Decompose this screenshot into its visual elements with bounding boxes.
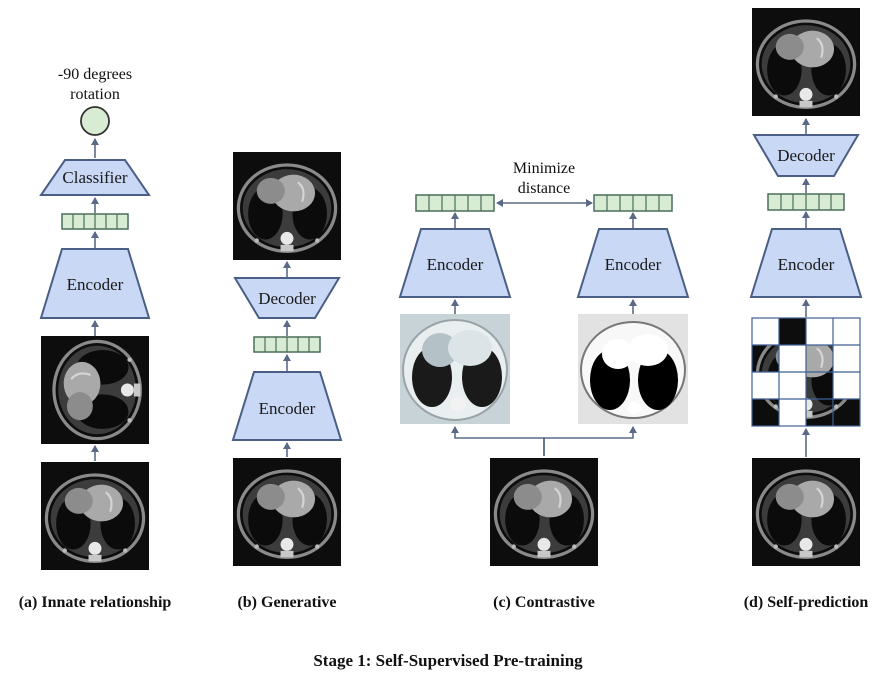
classifier-block bbox=[39, 159, 151, 196]
panel-a: -90 degrees rotation Classifier Encoder … bbox=[19, 66, 172, 611]
distance-label-line2: distance bbox=[518, 180, 570, 197]
encoder-right-block bbox=[576, 228, 690, 298]
panel-a-caption: (a) Innate relationship bbox=[19, 594, 172, 611]
ct-scan-image bbox=[752, 458, 860, 566]
encoder-left-label: Encoder bbox=[427, 255, 484, 274]
feature-vector-icon bbox=[253, 336, 321, 353]
output-label-line2: rotation bbox=[70, 86, 120, 103]
classifier-label: Classifier bbox=[62, 168, 127, 187]
encoder-block bbox=[231, 371, 343, 441]
decoder-block bbox=[233, 277, 341, 319]
encoder-label: Encoder bbox=[67, 275, 124, 294]
feature-vector-icon bbox=[767, 193, 845, 211]
encoder-right-label: Encoder bbox=[605, 255, 662, 274]
panel-c-caption: (c) Contrastive bbox=[493, 594, 595, 611]
feature-vector-icon bbox=[61, 213, 129, 230]
decoder-label: Decoder bbox=[258, 289, 316, 308]
panel-c: Minimize distance Encoder bbox=[398, 160, 690, 611]
ct-scan-image-augmented-right bbox=[578, 314, 688, 424]
decoder-block bbox=[752, 134, 860, 177]
panel-d-caption: (d) Self-prediction bbox=[744, 594, 869, 611]
encoder-label: Encoder bbox=[778, 255, 835, 274]
ct-scan-image-reconstructed bbox=[752, 8, 860, 116]
ct-scan-image-masked bbox=[751, 317, 861, 427]
panel-b-caption: (b) Generative bbox=[237, 594, 336, 611]
augment-arrow-right bbox=[543, 426, 637, 456]
encoder-block bbox=[39, 248, 151, 319]
output-node-icon bbox=[80, 106, 110, 136]
ct-scan-image bbox=[490, 458, 598, 566]
encoder-label: Encoder bbox=[259, 399, 316, 418]
ct-scan-image-rotated bbox=[41, 336, 149, 444]
decoder-label: Decoder bbox=[777, 146, 835, 165]
ct-scan-image-reconstructed bbox=[233, 152, 341, 260]
figure-title: Stage 1: Self-Supervised Pre-training bbox=[313, 651, 583, 670]
augment-arrow-left bbox=[451, 426, 545, 456]
encoder-left-block bbox=[398, 228, 512, 298]
ct-scan-image-augmented-left bbox=[400, 314, 510, 424]
ct-scan-image bbox=[233, 458, 341, 566]
panel-d: Decoder Encoder bbox=[744, 8, 869, 611]
encoder-block bbox=[749, 228, 863, 298]
output-label-line1: -90 degrees bbox=[58, 66, 132, 83]
feature-vector-icon bbox=[415, 194, 495, 212]
panel-b: Decoder Encoder (b) Generative bbox=[231, 152, 343, 611]
ct-scan-image bbox=[41, 462, 149, 570]
distance-label-line1: Minimize bbox=[513, 160, 575, 177]
feature-vector-icon bbox=[593, 194, 673, 212]
